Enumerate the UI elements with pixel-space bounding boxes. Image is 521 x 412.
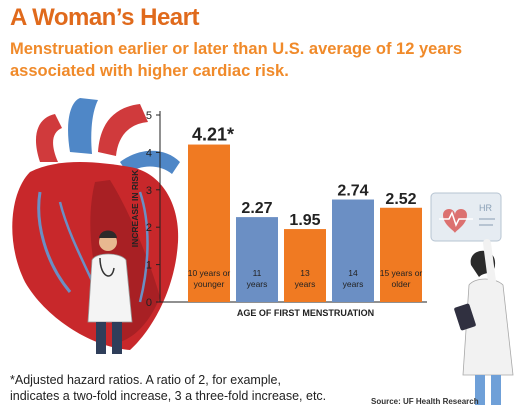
bar	[236, 217, 278, 302]
y-tick-label: 0	[146, 297, 152, 309]
infographic-title: A Woman’s Heart	[10, 4, 200, 31]
category-label: 14 years	[343, 268, 364, 289]
x-axis-label: AGE OF FIRST MENSTRUATION	[237, 308, 374, 318]
footnote: *Adjusted hazard ratios. A ratio of 2, f…	[10, 373, 327, 403]
data-label: 4.21*	[192, 125, 234, 145]
category-label: 11 years	[247, 268, 268, 289]
y-tick-label: 5	[146, 110, 152, 122]
y-tick-label: 3	[146, 185, 152, 197]
bar	[188, 144, 230, 302]
bar	[332, 199, 374, 302]
bar	[284, 229, 326, 302]
monitor-label: HR	[479, 203, 492, 213]
data-label: 1.95	[289, 212, 320, 229]
data-label: 2.74	[337, 183, 368, 200]
data-label: 2.27	[241, 200, 272, 217]
infographic-subtitle: Menstruation earlier or later than U.S. …	[10, 40, 463, 80]
doctor-illustration: HR	[430, 192, 514, 405]
category-label: 15 years or older	[380, 268, 423, 289]
y-tick-label: 4	[146, 147, 152, 159]
heart-illustration	[12, 98, 180, 354]
y-tick-label: 2	[146, 222, 152, 234]
category-label: 13 years	[295, 268, 316, 289]
source-credit: Source: UF Health Research	[371, 397, 479, 406]
data-label: 2.52	[385, 191, 416, 208]
category-label: 10 years or younger	[188, 268, 231, 289]
bar	[380, 207, 422, 302]
y-tick-label: 1	[146, 260, 152, 272]
y-axis-label: INCREASE IN RISK	[130, 169, 140, 247]
